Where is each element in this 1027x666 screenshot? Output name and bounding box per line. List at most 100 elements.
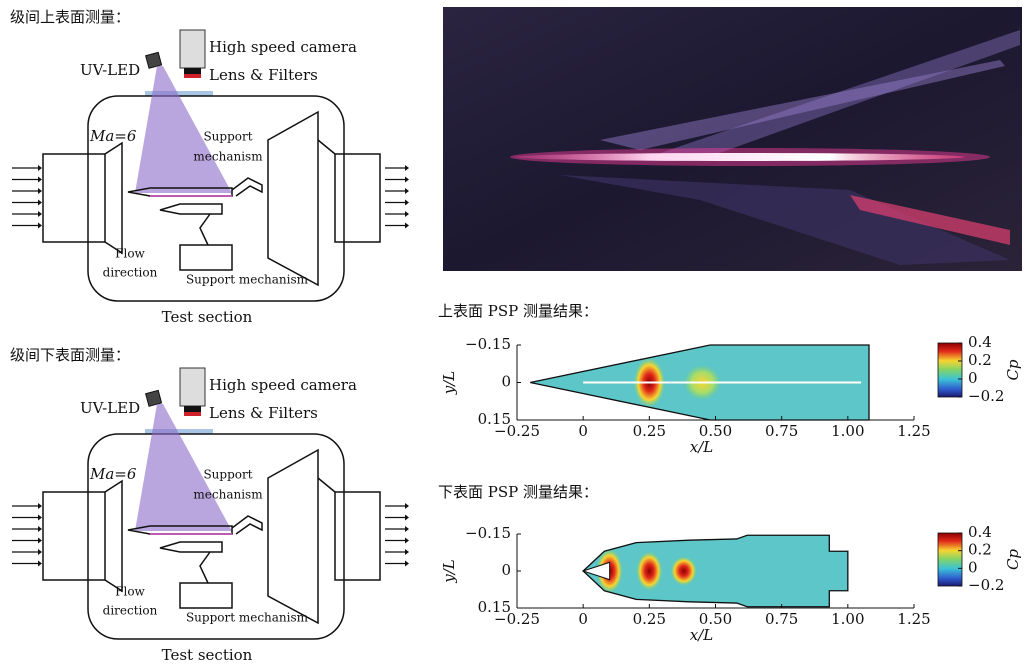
camera-label: High speed camera	[209, 38, 357, 56]
x-tick-label: 0	[578, 610, 588, 628]
y-axis-label: y/L	[440, 371, 458, 396]
flow-arrow-head	[38, 200, 42, 206]
exit-arrow-head	[405, 211, 409, 217]
x-tick-label: 0.75	[765, 610, 798, 628]
flow-arrow-head	[38, 177, 42, 183]
lower-model	[160, 204, 222, 214]
y-tick-label: 0.15	[478, 598, 511, 616]
colorbar-tick-label: −0.2	[968, 576, 1004, 594]
support-bottom-label: Support mechanism	[186, 611, 309, 625]
exit-arrow-head	[405, 200, 409, 206]
x-tick-label: 1.00	[831, 610, 864, 628]
y-tick-label: 0	[501, 373, 511, 391]
y-tick-label: 0.15	[478, 410, 511, 428]
nozzle-wall	[105, 143, 122, 253]
exit-arrow-head	[405, 165, 409, 171]
exit-arrow-head	[405, 503, 409, 509]
flow-arrow-head	[38, 549, 42, 555]
flow-arrow-head	[38, 538, 42, 544]
support-label: mechanism	[193, 488, 263, 502]
flow-label: direction	[103, 266, 158, 280]
diffuser-wall	[318, 140, 335, 154]
support-label: Support	[203, 130, 252, 144]
flow-label: Flow	[115, 585, 145, 599]
mach-label: Ma=6	[89, 127, 137, 145]
colorbar-tick-label: 0	[968, 369, 978, 387]
uv-led	[146, 52, 162, 68]
support-bottom-label: Support mechanism	[186, 273, 309, 287]
lens-label: Lens & Filters	[209, 404, 318, 422]
exit-arrow-head	[405, 549, 409, 555]
uv-led	[146, 390, 162, 406]
nozzle-wall	[105, 481, 122, 591]
pressure-map	[517, 534, 914, 608]
support-box	[180, 583, 232, 608]
support-box	[180, 245, 232, 270]
y-axis-label: y/L	[440, 559, 458, 584]
colorbar	[938, 343, 962, 397]
caption: Test section	[162, 646, 253, 662]
map-spot	[671, 556, 697, 586]
colorbar-tick-label: 0.4	[968, 333, 992, 351]
support-label: mechanism	[193, 150, 263, 164]
x-tick-label: 0	[578, 422, 588, 440]
mach-label: Ma=6	[89, 465, 137, 483]
diffuser-wall	[318, 478, 335, 492]
diffuser	[268, 112, 318, 285]
setup-diagram: 级间下表面测量： High speed camera Lens & Filters U…	[10, 346, 409, 662]
y-tick-label: 0	[501, 561, 511, 579]
flow-arrow-head	[38, 503, 42, 509]
colorbar-tick-label: 0.4	[968, 523, 992, 541]
filter	[184, 74, 201, 78]
exit-arrow-head	[405, 223, 409, 229]
colorbar-tick-label: 0	[968, 558, 978, 576]
panel-heading: 级间下表面测量：	[10, 346, 130, 364]
colorbar-tick-label: 0.2	[968, 351, 992, 369]
flow-arrow-head	[38, 165, 42, 171]
camera	[180, 368, 205, 406]
flow-label: Flow	[115, 247, 145, 261]
colorbar-tick-label: −0.2	[968, 387, 1004, 405]
figure: 级间上表面测量： High speed camera Lens & Filters U…	[0, 0, 1027, 662]
camera-label: High speed camera	[209, 376, 357, 394]
support-arm	[232, 516, 262, 534]
exit-arrow-head	[405, 188, 409, 194]
exit-arrow-head	[405, 177, 409, 183]
exit-arrow-head	[405, 538, 409, 544]
support-arm	[232, 178, 262, 196]
lens-label: Lens & Filters	[209, 66, 318, 84]
flow-arrow-head	[38, 526, 42, 532]
exit-arrow-head	[405, 515, 409, 521]
diffuser-box	[335, 154, 380, 242]
exit-arrow-head	[405, 526, 409, 532]
flow-arrow-head	[38, 223, 42, 229]
x-tick-label: 1.00	[831, 422, 864, 440]
flow-arrow-head	[38, 188, 42, 194]
nozzle	[43, 492, 105, 580]
panel-heading: 级间上表面测量：	[10, 8, 130, 26]
exit-arrow-head	[405, 561, 409, 567]
diffuser	[268, 450, 318, 623]
photo	[443, 7, 1022, 271]
flow-arrow-head	[38, 561, 42, 567]
plot-heading: 上表面 PSP 测量结果：	[438, 302, 598, 320]
lower-model	[160, 542, 222, 552]
diffuser-box	[335, 492, 380, 580]
nozzle	[43, 154, 105, 242]
plot-heading: 下表面 PSP 测量结果：	[438, 483, 598, 501]
colorbar-tick-label: 0.2	[968, 541, 992, 559]
y-tick-label: −0.15	[465, 524, 511, 542]
caption: Test section	[162, 308, 253, 326]
x-tick-label: 0.75	[765, 422, 798, 440]
lower-support	[200, 552, 210, 583]
colorbar-label: Cp	[1004, 359, 1022, 380]
x-tick-label: 0.25	[633, 610, 666, 628]
lower-support	[200, 214, 210, 245]
led-label: UV-LED	[80, 399, 140, 417]
camera	[180, 30, 205, 68]
colorbar	[938, 533, 962, 586]
map-spot	[636, 551, 662, 590]
x-tick-label: 0.25	[633, 422, 666, 440]
flow-arrow-head	[38, 211, 42, 217]
